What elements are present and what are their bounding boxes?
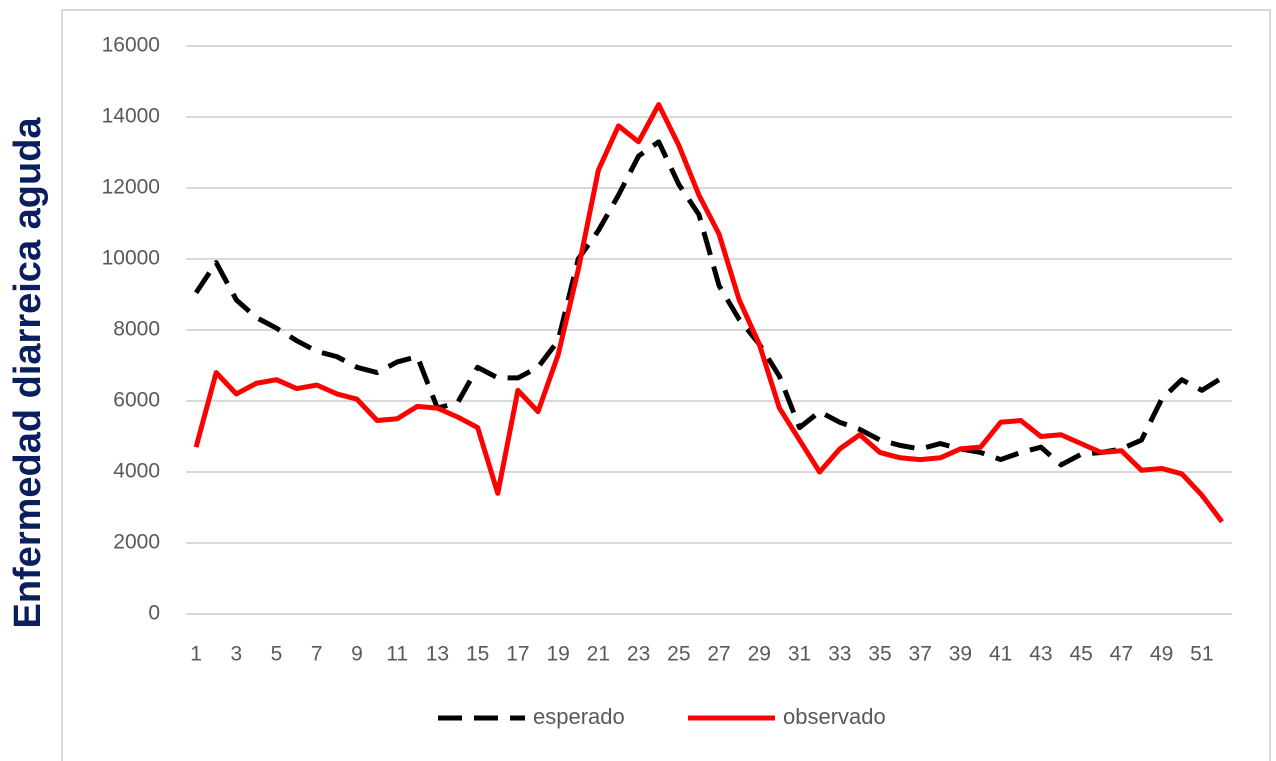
y-tick-label: 16000 xyxy=(102,34,160,57)
x-tick-label: 45 xyxy=(1069,643,1092,666)
x-tick-label: 5 xyxy=(271,643,283,666)
y-tick-label: 12000 xyxy=(102,176,160,199)
x-tick-label: 35 xyxy=(868,643,891,666)
x-tick-label: 15 xyxy=(466,643,489,666)
x-tick-label: 37 xyxy=(909,643,932,666)
x-tick-label: 41 xyxy=(989,643,1012,666)
x-tick-label: 43 xyxy=(1029,643,1052,666)
x-tick-label: 29 xyxy=(748,643,771,666)
series-line xyxy=(193,102,1224,524)
x-tick-label: 11 xyxy=(386,643,408,666)
x-tick-label: 23 xyxy=(627,643,650,666)
y-tick-label: 2000 xyxy=(113,531,160,554)
x-tick-label: 9 xyxy=(351,643,363,666)
x-tick-label: 31 xyxy=(788,643,811,666)
legend-label: observado xyxy=(783,704,886,729)
x-tick-label: 27 xyxy=(707,643,730,666)
x-tick-label: 25 xyxy=(667,643,690,666)
legend-label: esperado xyxy=(533,704,625,729)
y-tick-label: 10000 xyxy=(102,247,160,270)
x-tick-label: 33 xyxy=(828,643,851,666)
series-line xyxy=(193,139,1224,468)
x-tick-label: 13 xyxy=(426,643,449,666)
chart-border xyxy=(61,9,1271,761)
y-tick-label: 8000 xyxy=(113,318,160,341)
y-axis-title: Enfermedad diarreica aguda xyxy=(7,117,49,629)
y-tick-label: 6000 xyxy=(113,389,160,412)
x-tick-label: 1 xyxy=(190,643,202,666)
x-tick-label: 3 xyxy=(230,643,242,666)
x-tick-label: 17 xyxy=(506,643,529,666)
x-tick-label: 47 xyxy=(1110,643,1133,666)
y-tick-label: 14000 xyxy=(102,105,160,128)
x-tick-label: 51 xyxy=(1190,643,1213,666)
x-tick-label: 7 xyxy=(311,643,323,666)
x-tick-label: 49 xyxy=(1150,643,1173,666)
x-tick-label: 21 xyxy=(587,643,610,666)
y-tick-label: 0 xyxy=(148,602,160,625)
y-tick-label: 4000 xyxy=(113,460,160,483)
x-tick-label: 39 xyxy=(949,643,972,666)
x-tick-label: 19 xyxy=(546,643,569,666)
